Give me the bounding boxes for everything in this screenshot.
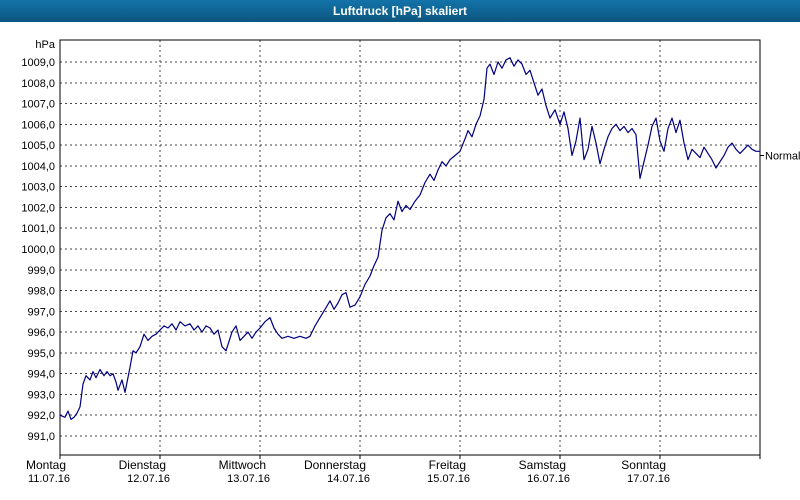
date-label: 15.07.16 [427, 473, 470, 485]
y-tick-label: 1001,0 [21, 223, 55, 235]
day-label: Mittwoch [219, 458, 266, 472]
y-tick-label: 999,0 [27, 265, 55, 277]
y-tick-label: 1003,0 [21, 182, 55, 194]
y-tick-label: 1007,0 [21, 99, 55, 111]
day-label: Dienstag [119, 458, 166, 472]
date-label: 11.07.16 [28, 473, 70, 485]
y-tick-label: 1005,0 [21, 140, 55, 152]
window-titlebar: Luftdruck [hPa] skaliert [0, 0, 800, 22]
y-tick-label: 1004,0 [21, 161, 55, 173]
y-tick-label: 991,0 [27, 431, 55, 443]
day-label: Freitag [429, 458, 466, 472]
y-tick-label: 995,0 [27, 348, 55, 360]
window-title: Luftdruck [hPa] skaliert [332, 4, 468, 18]
y-tick-label: 998,0 [27, 286, 55, 298]
date-label: 17.07.16 [627, 473, 670, 485]
y-tick-label: 1009,0 [21, 57, 55, 69]
date-label: 16.07.16 [527, 473, 570, 485]
y-tick-label: 1006,0 [21, 119, 55, 131]
y-tick-label: 1008,0 [21, 78, 55, 90]
y-tick-label: 994,0 [27, 369, 55, 381]
y-tick-label: 992,0 [27, 410, 55, 422]
date-label: 12.07.16 [127, 473, 170, 485]
day-label: Sonntag [621, 458, 666, 472]
day-label: Montag [26, 458, 66, 472]
y-tick-label: 1002,0 [21, 202, 55, 214]
plot-border [59, 39, 761, 456]
y-tick-label: 997,0 [27, 306, 55, 318]
date-label: 13.07.16 [227, 473, 270, 485]
pressure-chart: 991,0 992,0 993,0 994,0 995,0 996,0 997,0 998,0… [21, 39, 800, 485]
y-tick-label: 996,0 [27, 327, 55, 339]
y-tick-label: 1000,0 [21, 244, 55, 256]
pressure-line [59, 57, 761, 420]
y-tick-label: 993,0 [27, 389, 55, 401]
annotation-label: Normal [765, 151, 800, 163]
day-label: Donnerstag [304, 458, 366, 472]
date-label: 14.07.16 [327, 473, 370, 485]
day-label: Samstag [519, 458, 566, 472]
y-axis-unit-label: hPa [35, 39, 55, 51]
